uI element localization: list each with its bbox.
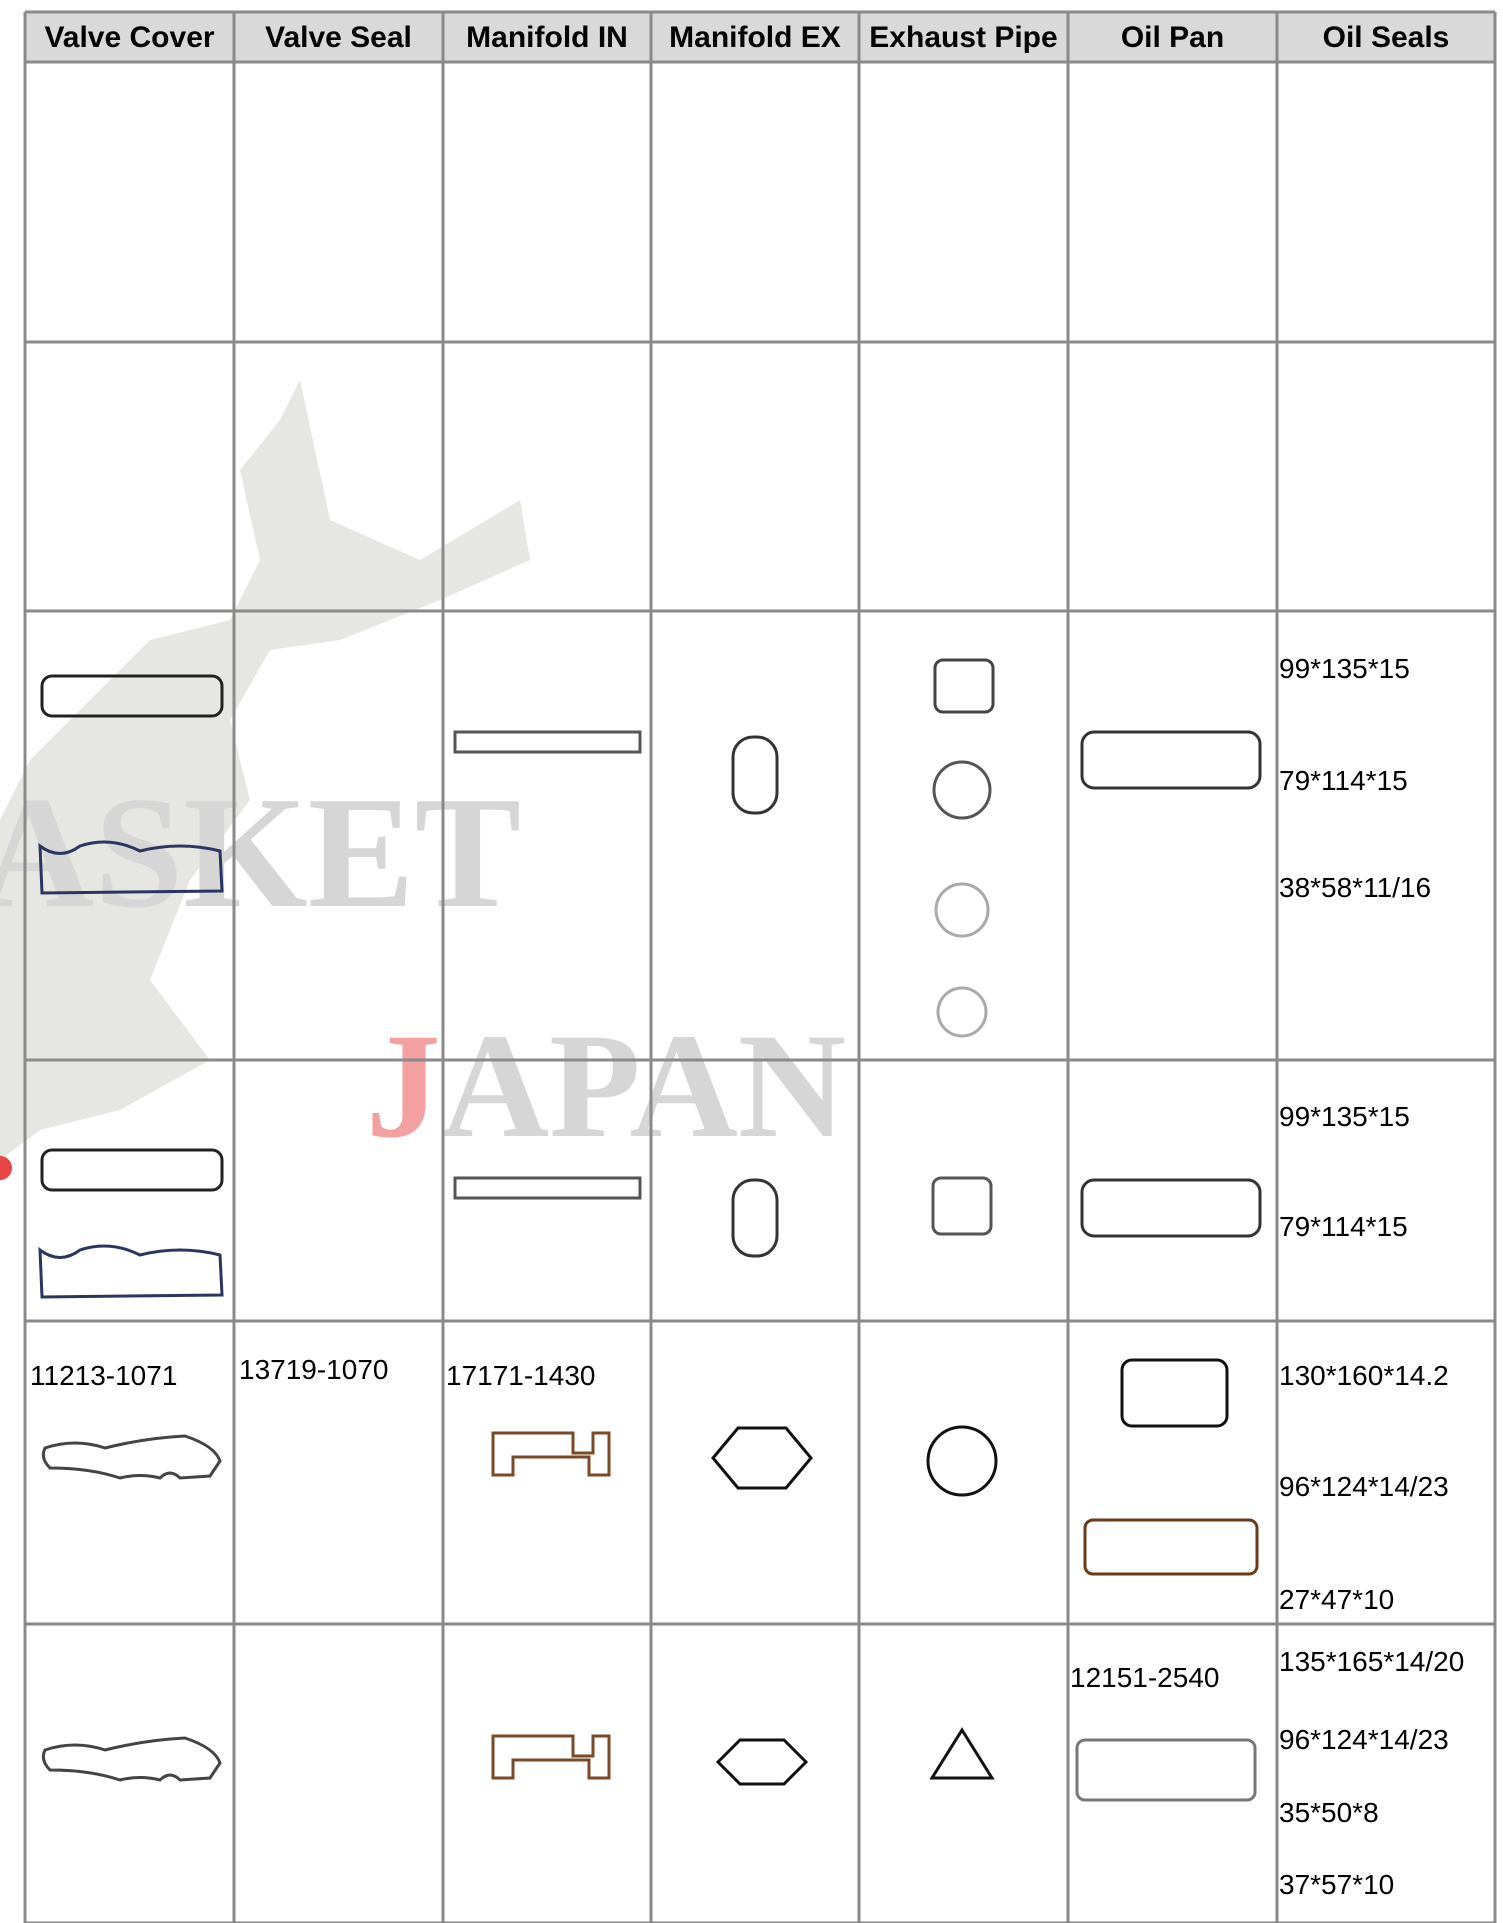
gasket-drawing bbox=[40, 1148, 224, 1192]
map-silhouette bbox=[0, 380, 530, 1160]
part-number: 12151-2540 bbox=[1070, 1662, 1219, 1693]
part-number: 17171-1430 bbox=[446, 1360, 595, 1391]
gasket-drawing bbox=[40, 674, 224, 718]
gasket-drawing bbox=[1080, 730, 1262, 790]
oil-seal-size: 99*135*15 bbox=[1279, 653, 1410, 684]
gasket-drawing bbox=[731, 735, 779, 815]
column-header: Oil Pan bbox=[1121, 21, 1224, 54]
part-number: 13719-1070 bbox=[239, 1354, 388, 1385]
watermark-country: JAPAN bbox=[366, 1003, 846, 1169]
gasket-drawing bbox=[932, 760, 992, 820]
gasket-drawing bbox=[453, 730, 642, 754]
oil-seal-size: 99*135*15 bbox=[1279, 1101, 1410, 1132]
oil-seal-size: 135*165*14/20 bbox=[1279, 1646, 1464, 1677]
oil-seal-size: 38*58*11/16 bbox=[1279, 872, 1431, 903]
gasket-drawing bbox=[1083, 1518, 1259, 1576]
gasket-drawing bbox=[936, 986, 988, 1038]
gasket-drawing bbox=[933, 658, 995, 714]
gasket-drawing bbox=[715, 1738, 809, 1786]
gasket-drawing bbox=[1120, 1358, 1229, 1428]
column-header: Manifold EX bbox=[669, 21, 841, 54]
oil-seal-size: 27*47*10 bbox=[1279, 1584, 1394, 1615]
column-header: Exhaust Pipe bbox=[869, 21, 1057, 54]
column-header: Manifold IN bbox=[466, 21, 628, 54]
gasket-drawing bbox=[1080, 1178, 1262, 1238]
map-dot bbox=[0, 1156, 12, 1180]
oil-seal-size: 96*124*14/23 bbox=[1279, 1724, 1449, 1755]
gasket-drawing bbox=[491, 1431, 611, 1477]
column-header: Valve Cover bbox=[44, 21, 214, 54]
gasket-drawing bbox=[491, 1734, 611, 1780]
header-background bbox=[25, 12, 1495, 62]
column-header: Oil Seals bbox=[1323, 21, 1450, 54]
gasket-drawing bbox=[41, 1434, 222, 1480]
oil-seal-size: 79*114*15 bbox=[1279, 1211, 1408, 1242]
part-number: 11213-1071 bbox=[30, 1360, 177, 1391]
gasket-drawing bbox=[38, 840, 224, 895]
gasket-drawing bbox=[926, 1425, 998, 1497]
gasket-drawing bbox=[38, 1244, 224, 1299]
table-text: Valve Cover Valve Seal Manifold IN Manifold… bbox=[30, 21, 1464, 1900]
oil-seal-size: 130*160*14.2 bbox=[1279, 1360, 1449, 1391]
gasket-drawing bbox=[934, 882, 990, 938]
gasket-drawing bbox=[929, 1727, 995, 1780]
gasket-drawing bbox=[453, 1176, 642, 1200]
gasket-illustrations bbox=[38, 658, 1262, 1802]
column-header: Valve Seal bbox=[265, 21, 412, 54]
oil-seal-size: 35*50*8 bbox=[1279, 1797, 1379, 1828]
oil-seal-size: 96*124*14/23 bbox=[1279, 1471, 1449, 1502]
gasket-drawing bbox=[711, 1426, 813, 1490]
table-grid bbox=[23, 10, 1497, 1923]
gasket-drawing bbox=[1075, 1738, 1257, 1802]
oil-seal-size: 79*114*15 bbox=[1279, 765, 1408, 796]
watermark-word: ASKET bbox=[0, 763, 521, 941]
gasket-drawing bbox=[41, 1736, 222, 1782]
oil-seal-size: 37*57*10 bbox=[1279, 1869, 1394, 1900]
gasket-drawing bbox=[731, 1178, 779, 1258]
gasket-drawing bbox=[931, 1176, 993, 1236]
